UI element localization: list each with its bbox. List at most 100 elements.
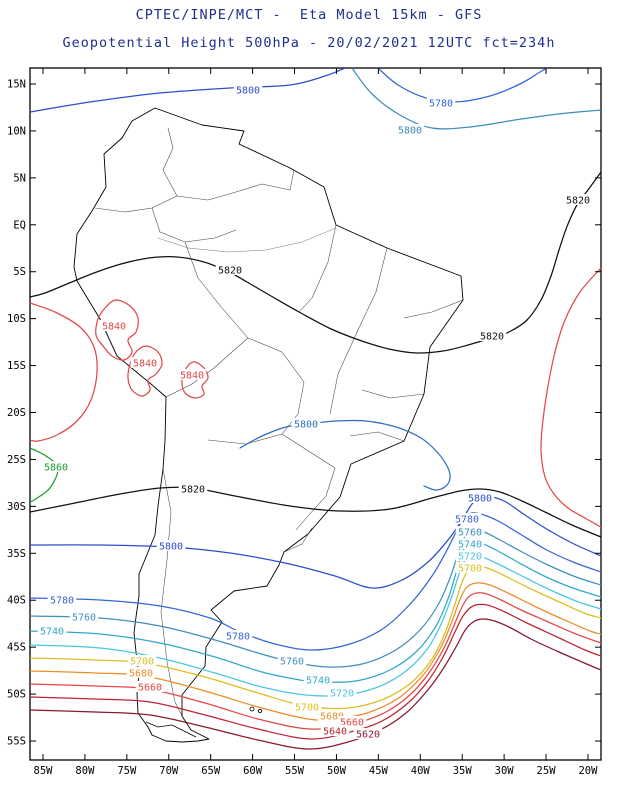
map-title-line1: CPTEC/INPE/MCT - Eta Model 15km - GFS: [135, 7, 483, 23]
contour-label-mask: [353, 728, 383, 739]
lon-label-40W: 40W: [411, 765, 431, 777]
lon-label-35W: 35W: [453, 765, 473, 777]
lat-label-55S: 55S: [7, 736, 26, 748]
lat-label-5S: 5S: [13, 266, 26, 278]
lat-label-15S: 15S: [7, 360, 26, 372]
contour-label-mask: [303, 674, 333, 685]
contour-line-5800: [30, 68, 346, 113]
contour-line-5800: [239, 419, 451, 491]
contour-label-5820: 5820: [480, 332, 504, 343]
lon-label-45W: 45W: [369, 765, 389, 777]
contour-label-5840: 5840: [133, 359, 157, 370]
lon-label-85W: 85W: [34, 765, 54, 777]
contour-label-5640: 5640: [323, 727, 347, 738]
lat-label-10S: 10S: [7, 313, 26, 325]
falkland-islands: [249, 706, 262, 714]
contour-line-5660: [30, 592, 601, 730]
contour-label-5700: 5700: [295, 703, 319, 714]
contour-lines-layer: [30, 68, 601, 750]
contour-label-5800: 5800: [236, 86, 260, 97]
contour-label-5800: 5800: [294, 420, 318, 431]
contour-label-mask: [337, 716, 367, 727]
contour-label-mask: [426, 97, 456, 108]
contour-label-mask: [41, 461, 71, 472]
contour-label-mask: [37, 625, 67, 636]
lat-label-EQ: EQ: [13, 219, 26, 231]
contour-line-5800: [30, 496, 601, 589]
contour-label-5820: 5820: [566, 196, 590, 207]
contour-line-5760: [30, 529, 601, 668]
contour-label-mask: [156, 540, 186, 551]
contour-line-5640: [30, 603, 601, 740]
lon-label-50W: 50W: [327, 765, 347, 777]
contour-line-5780: [377, 68, 548, 103]
contour-label-mask: [215, 264, 245, 275]
lat-label-45S: 45S: [7, 642, 26, 654]
contour-label-5740: 5740: [458, 540, 482, 551]
contour-line-5720: [30, 555, 601, 697]
contour-label-5720: 5720: [458, 552, 482, 563]
lat-label-15N: 15N: [7, 79, 26, 91]
contour-label-mask: [292, 701, 322, 712]
contour-label-5820: 5820: [218, 266, 242, 277]
contour-line-5680: [30, 582, 601, 721]
contour-label-5840: 5840: [102, 322, 126, 333]
contour-label-5660: 5660: [138, 683, 162, 694]
contour-label-mask: [465, 492, 495, 503]
lon-label-80W: 80W: [75, 765, 95, 777]
contour-label-5740: 5740: [40, 627, 64, 638]
contour-label-mask: [395, 124, 425, 135]
lon-label-55W: 55W: [285, 765, 305, 777]
contour-label-5700: 5700: [458, 564, 482, 575]
lat-label-50S: 50S: [7, 689, 26, 701]
contour-label-mask: [452, 513, 482, 524]
contour-label-mask: [317, 710, 347, 721]
lon-label-25W: 25W: [537, 765, 557, 777]
contour-label-5760: 5760: [458, 528, 482, 539]
contour-line-5820: [30, 171, 601, 354]
country-borders: [94, 127, 464, 717]
contour-label-5800: 5800: [468, 494, 492, 505]
contour-line-5840: [95, 299, 139, 361]
contour-line-5800: [351, 68, 601, 130]
contour-label-mask: [455, 562, 485, 573]
contour-label-5800: 5800: [398, 126, 422, 137]
lon-label-75W: 75W: [117, 765, 137, 777]
contour-label-5840: 5840: [180, 371, 204, 382]
contour-label-mask: [223, 630, 253, 641]
contour-label-5620: 5620: [356, 730, 380, 741]
contour-label-mask: [130, 357, 160, 368]
axis-layer: 15N 10N 5N EQ 5S 10S 15S 20S 25S 30S 35S 40S 45S 50S 5…: [7, 68, 601, 777]
lon-label-20W: 20W: [578, 765, 598, 777]
contour-label-mask: [455, 538, 485, 549]
contour-label-mask: [455, 526, 485, 537]
contour-label-mask: [47, 594, 77, 605]
contour-label-5680: 5680: [129, 669, 153, 680]
contour-line-5780: [30, 512, 601, 651]
contour-label-5680: 5680: [320, 712, 344, 723]
contour-label-mask: [455, 550, 485, 561]
lon-label-60W: 60W: [243, 765, 263, 777]
header: CPTEC/INPE/MCT - Eta Model 15km - GFS Ge…: [0, 7, 618, 51]
lat-label-10N: 10N: [7, 125, 26, 137]
lon-label-70W: 70W: [159, 765, 179, 777]
contour-label-mask: [99, 320, 129, 331]
contour-label-5860: 5860: [44, 463, 68, 474]
contour-label-5780: 5780: [226, 632, 250, 643]
south-america-coastline: [73, 107, 464, 743]
contour-label-mask: [135, 681, 165, 692]
lat-label-30S: 30S: [7, 501, 26, 513]
contour-label-mask: [127, 655, 157, 666]
contour-label-5760: 5760: [280, 657, 304, 668]
contour-label-mask: [563, 194, 593, 205]
contour-line-5860: [30, 447, 59, 503]
contour-line-5840: [540, 267, 601, 528]
contour-label-5760: 5760: [72, 613, 96, 624]
lat-label-40S: 40S: [7, 595, 26, 607]
lon-label-30W: 30W: [495, 765, 515, 777]
map-frame: [29, 67, 602, 761]
contour-line-5820: [30, 486, 601, 538]
contour-label-5780: 5780: [50, 596, 74, 607]
contour-label-5720: 5720: [330, 689, 354, 700]
contour-label-mask: [320, 725, 350, 736]
